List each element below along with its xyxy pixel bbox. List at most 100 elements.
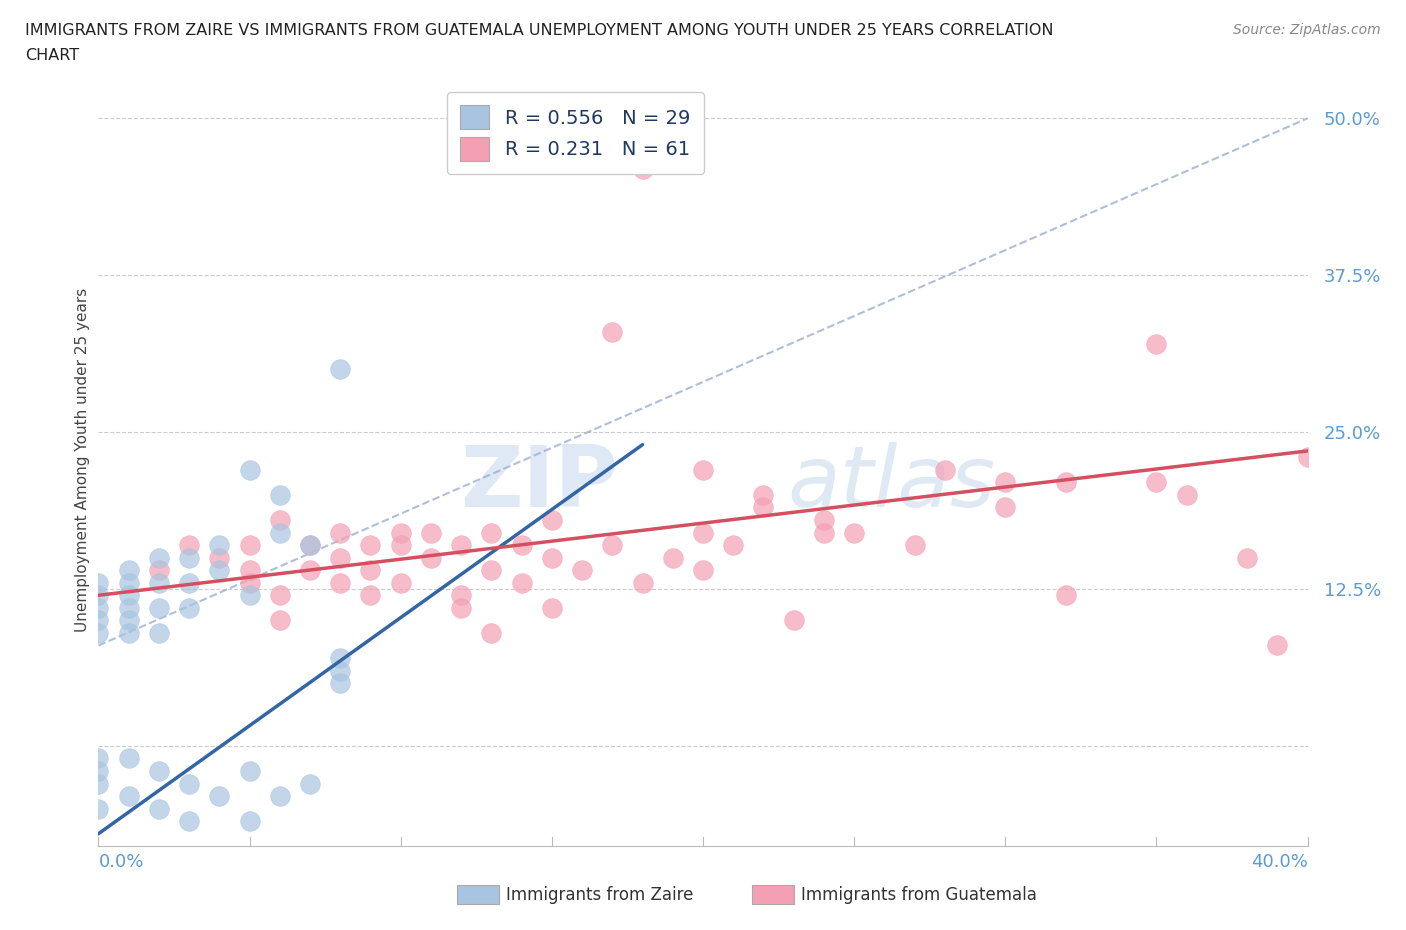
Point — [87, 764, 110, 778]
Point — [299, 777, 322, 791]
Point — [389, 576, 412, 591]
Point — [329, 676, 352, 691]
Point — [208, 538, 231, 552]
Point — [87, 751, 110, 766]
Point — [179, 551, 201, 565]
Point — [904, 538, 927, 552]
Point — [360, 538, 382, 552]
Point — [239, 588, 262, 603]
Point — [1236, 551, 1258, 565]
Point — [87, 777, 110, 791]
Point — [269, 789, 291, 804]
Point — [389, 525, 412, 540]
Text: Immigrants from Guatemala: Immigrants from Guatemala — [801, 885, 1038, 904]
Point — [481, 626, 503, 641]
Point — [239, 576, 262, 591]
Text: CHART: CHART — [25, 48, 79, 63]
Point — [239, 462, 262, 477]
Point — [1296, 450, 1319, 465]
Point — [269, 588, 291, 603]
Point — [844, 525, 866, 540]
Point — [481, 525, 503, 540]
Point — [1144, 475, 1167, 490]
Point — [1267, 638, 1289, 653]
Point — [1175, 487, 1198, 502]
Text: Immigrants from Zaire: Immigrants from Zaire — [506, 885, 693, 904]
Point — [208, 551, 231, 565]
Point — [208, 563, 231, 578]
Point — [631, 161, 654, 176]
Point — [87, 576, 110, 591]
Point — [783, 613, 806, 628]
Point — [389, 538, 412, 552]
Text: Source: ZipAtlas.com: Source: ZipAtlas.com — [1233, 23, 1381, 37]
Legend: R = 0.556   N = 29, R = 0.231   N = 61: R = 0.556 N = 29, R = 0.231 N = 61 — [447, 92, 704, 174]
Point — [179, 576, 201, 591]
Point — [179, 601, 201, 616]
Point — [239, 764, 262, 778]
Point — [571, 563, 593, 578]
Point — [723, 538, 745, 552]
Point — [239, 563, 262, 578]
Point — [269, 613, 291, 628]
Point — [329, 663, 352, 678]
Point — [329, 362, 352, 377]
Point — [179, 777, 201, 791]
Point — [420, 525, 443, 540]
Point — [813, 525, 835, 540]
Point — [510, 538, 533, 552]
Point — [540, 512, 562, 527]
Point — [179, 814, 201, 829]
Point — [148, 626, 170, 641]
Point — [269, 487, 291, 502]
Point — [329, 551, 352, 565]
Point — [752, 487, 775, 502]
Point — [179, 538, 201, 552]
Point — [87, 601, 110, 616]
Text: 40.0%: 40.0% — [1251, 853, 1308, 870]
Point — [329, 525, 352, 540]
Text: 0.0%: 0.0% — [98, 853, 143, 870]
Point — [118, 601, 141, 616]
FancyBboxPatch shape — [752, 885, 794, 904]
Point — [239, 538, 262, 552]
Point — [299, 563, 322, 578]
Point — [118, 588, 141, 603]
Point — [602, 538, 624, 552]
Point — [540, 601, 562, 616]
Point — [87, 588, 110, 603]
Point — [360, 588, 382, 603]
Point — [239, 814, 262, 829]
Point — [540, 551, 562, 565]
Point — [420, 551, 443, 565]
Point — [631, 576, 654, 591]
Point — [481, 563, 503, 578]
Point — [1054, 588, 1077, 603]
Point — [329, 576, 352, 591]
Point — [299, 538, 322, 552]
Text: IMMIGRANTS FROM ZAIRE VS IMMIGRANTS FROM GUATEMALA UNEMPLOYMENT AMONG YOUTH UNDE: IMMIGRANTS FROM ZAIRE VS IMMIGRANTS FROM… — [25, 23, 1054, 38]
Point — [118, 789, 141, 804]
Point — [87, 613, 110, 628]
Point — [269, 525, 291, 540]
Point — [87, 626, 110, 641]
Point — [269, 512, 291, 527]
Point — [148, 601, 170, 616]
Point — [510, 576, 533, 591]
Point — [450, 538, 472, 552]
Point — [118, 613, 141, 628]
Text: atlas: atlas — [787, 442, 995, 525]
Point — [1054, 475, 1077, 490]
Point — [994, 500, 1017, 515]
Text: ZIP: ZIP — [461, 442, 619, 525]
Point — [360, 563, 382, 578]
Point — [692, 462, 714, 477]
Point — [118, 576, 141, 591]
Point — [602, 325, 624, 339]
Point — [208, 789, 231, 804]
FancyBboxPatch shape — [457, 885, 499, 904]
Y-axis label: Unemployment Among Youth under 25 years: Unemployment Among Youth under 25 years — [75, 288, 90, 632]
Point — [813, 512, 835, 527]
Point — [934, 462, 956, 477]
Point — [148, 551, 170, 565]
